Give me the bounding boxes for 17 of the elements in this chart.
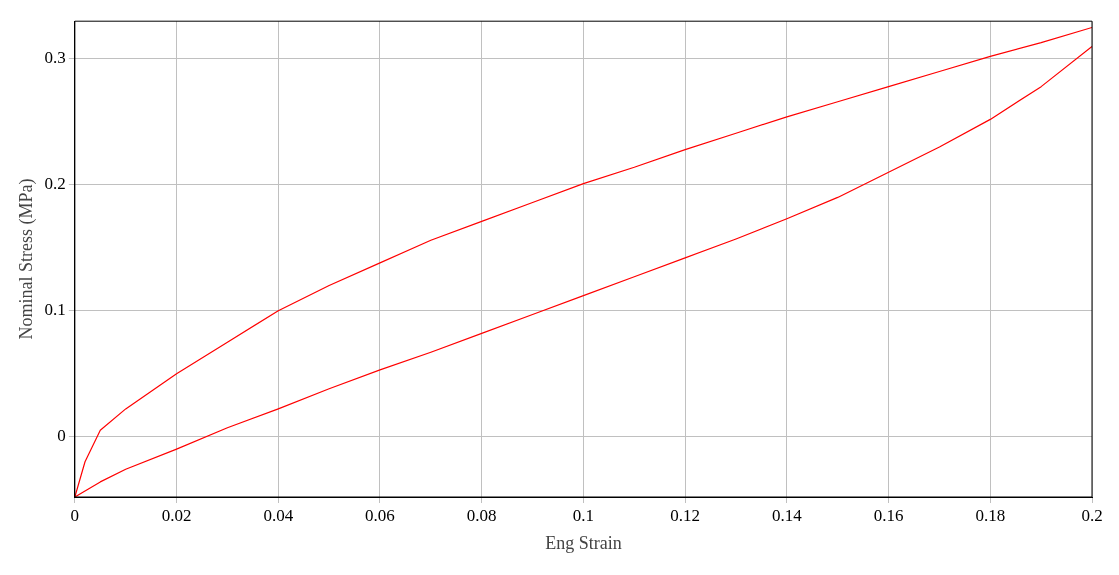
y-tick-label: 0.3 xyxy=(44,48,66,68)
x-tick-label: 0.1 xyxy=(572,505,595,525)
x-tick-label: 0.12 xyxy=(670,505,701,525)
x-tick-label: 0.06 xyxy=(365,505,395,525)
x-tick-label: 0.02 xyxy=(161,505,192,525)
y-tick-label: 0 xyxy=(57,426,66,446)
x-tick-label: 0.14 xyxy=(771,505,803,525)
y-tick-label: 0.2 xyxy=(44,174,66,194)
y-tick-label: 0.1 xyxy=(44,300,66,320)
x-tick-label: 0 xyxy=(70,505,80,525)
x-tick-label: 0.08 xyxy=(466,505,497,525)
y-axis-title: Nominal Stress (MPa) xyxy=(15,178,37,340)
x-tick-label: 0.18 xyxy=(975,505,1006,525)
x-tick-label: 0.16 xyxy=(873,505,904,525)
x-axis-title: Eng Strain xyxy=(545,532,622,553)
x-tick-label: 0.2 xyxy=(1081,505,1103,525)
x-tick-label: 0.04 xyxy=(263,505,294,525)
